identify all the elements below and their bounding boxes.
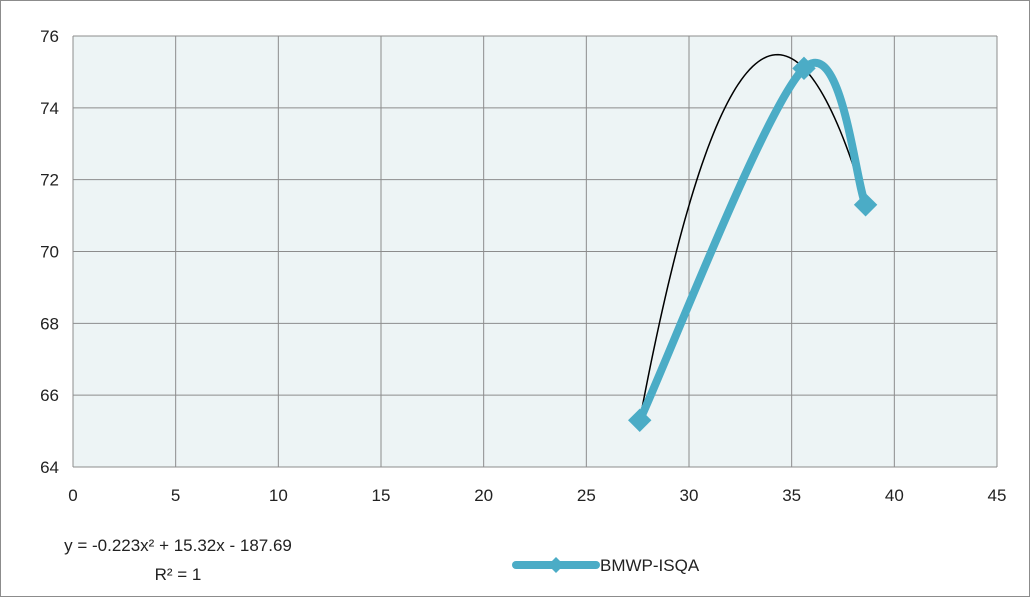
x-tick-label: 15 bbox=[372, 486, 391, 505]
y-tick-label: 68 bbox=[40, 314, 59, 333]
trendline-equation: y = -0.223x² + 15.32x - 187.69 bbox=[64, 536, 292, 555]
legend-label-bmwp-isqa: BMWP-ISQA bbox=[600, 556, 700, 575]
y-tick-label: 74 bbox=[40, 99, 59, 118]
data-point-marker bbox=[853, 193, 878, 217]
y-tick-label: 70 bbox=[40, 243, 59, 262]
series-markers bbox=[628, 56, 878, 433]
x-tick-label: 40 bbox=[885, 486, 904, 505]
data-point-marker bbox=[792, 56, 816, 81]
x-tick-label: 10 bbox=[269, 486, 288, 505]
x-tick-label: 35 bbox=[782, 486, 801, 505]
trendline bbox=[638, 53, 867, 421]
y-tick-label: 72 bbox=[40, 171, 59, 190]
legend-swatch-marker bbox=[548, 557, 564, 573]
legend: BMWP-ISQA bbox=[512, 556, 700, 575]
x-tick-label: 30 bbox=[680, 486, 699, 505]
x-tick-label: 25 bbox=[577, 486, 596, 505]
y-axis-tick-labels: 64 66 68 70 72 74 76 bbox=[40, 27, 59, 477]
x-tick-label: 0 bbox=[68, 486, 77, 505]
trendline-r-squared: R² = 1 bbox=[155, 565, 202, 584]
x-axis-tick-labels: 0 5 10 15 20 25 30 35 40 45 bbox=[68, 486, 1006, 505]
gridlines bbox=[72, 35, 998, 468]
x-tick-label: 5 bbox=[171, 486, 180, 505]
y-tick-label: 64 bbox=[40, 458, 59, 477]
y-tick-label: 66 bbox=[40, 386, 59, 405]
x-tick-label: 45 bbox=[988, 486, 1007, 505]
x-tick-label: 20 bbox=[474, 486, 493, 505]
data-point-marker bbox=[628, 408, 652, 433]
y-tick-label: 76 bbox=[40, 27, 59, 46]
series-line-bmwp-isqa bbox=[635, 58, 870, 425]
